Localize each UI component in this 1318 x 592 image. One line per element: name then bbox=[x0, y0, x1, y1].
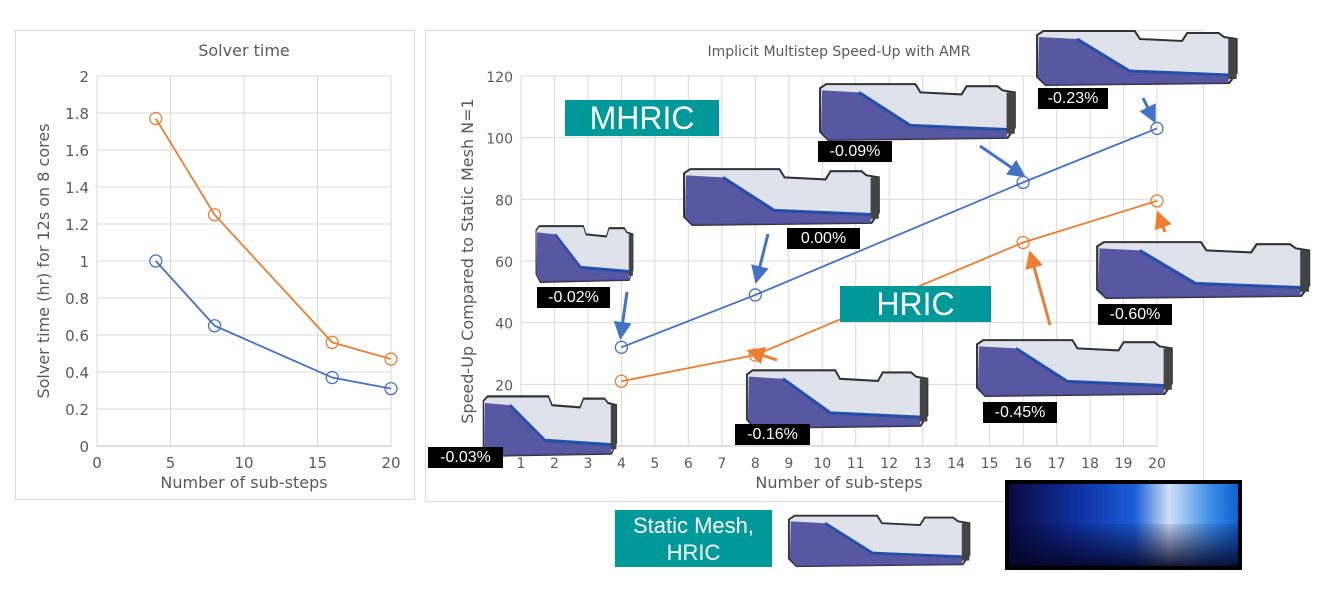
x-tick-label: 3 bbox=[583, 456, 592, 472]
y-tick-label: 20 bbox=[495, 378, 513, 394]
static-mesh-label-line2: HRIC bbox=[666, 540, 721, 565]
x-tick-label: 15 bbox=[308, 454, 327, 472]
data-point bbox=[1016, 235, 1030, 250]
error-label: -0.02% bbox=[537, 287, 610, 308]
y-tick-label: 1.2 bbox=[65, 216, 89, 234]
y-tick-label: 0 bbox=[79, 438, 89, 456]
data-point bbox=[207, 319, 222, 333]
y-tick-label: 0.4 bbox=[65, 364, 89, 382]
x-tick-label: 2 bbox=[550, 456, 559, 472]
error-label: -0.23% bbox=[1038, 88, 1108, 109]
tank-outline bbox=[787, 514, 971, 568]
y-tick-label: 1.4 bbox=[65, 179, 89, 197]
x-tick-label: 10 bbox=[813, 456, 831, 472]
x-tick-label: 14 bbox=[947, 456, 965, 472]
x-tick-label: 20 bbox=[1148, 456, 1166, 472]
solver-time-chart: 00.20.40.60.811.21.41.61.820 5 10 15 20Numbe… bbox=[34, 41, 401, 492]
x-tick-label: 10 bbox=[234, 454, 253, 472]
tank-wall bbox=[1228, 39, 1237, 79]
chart-title: Implicit Multistep Speed-Up with AMR bbox=[708, 44, 971, 60]
y-tick-label: 2 bbox=[79, 68, 89, 86]
error-label: 0.00% bbox=[787, 228, 860, 249]
data-point bbox=[384, 352, 398, 366]
y-axis-label: Solver time (hr) for 12s on 8 cores bbox=[34, 123, 53, 398]
data-point bbox=[748, 288, 762, 302]
x-tick-label: 5 bbox=[650, 456, 659, 472]
data-point bbox=[384, 381, 398, 396]
data-point bbox=[207, 208, 222, 222]
hric-label: HRIC bbox=[840, 286, 991, 322]
series-line bbox=[155, 118, 392, 360]
y-tick-label: 0.2 bbox=[65, 401, 89, 419]
y-tick-label: 0.6 bbox=[65, 327, 89, 345]
x-tick-label: 18 bbox=[1081, 456, 1099, 472]
x-tick-label: 13 bbox=[914, 456, 932, 472]
error-label: -0.60% bbox=[1098, 304, 1172, 325]
data-point bbox=[149, 111, 163, 126]
x-tick-label: 4 bbox=[617, 456, 626, 472]
x-axis-label: Number of sub-steps bbox=[755, 473, 922, 492]
error-label: -0.45% bbox=[983, 402, 1057, 423]
x-tick-label: 7 bbox=[717, 456, 726, 472]
mhric-label: MHRIC bbox=[565, 100, 719, 136]
x-axis-label: Number of sub-steps bbox=[160, 473, 327, 492]
x-tick-label: 17 bbox=[1048, 456, 1066, 472]
y-tick-label: 0.8 bbox=[65, 290, 89, 308]
x-tick-label: 6 bbox=[684, 456, 693, 472]
x-tick-label: 8 bbox=[751, 456, 760, 472]
photo-dark-fluid bbox=[1009, 524, 1238, 566]
data-point bbox=[325, 335, 339, 350]
x-tick-label: 5 bbox=[166, 454, 176, 472]
tank-wall bbox=[1300, 250, 1310, 292]
x-tick-label: 16 bbox=[1014, 456, 1032, 472]
y-tick-label: 80 bbox=[495, 193, 513, 209]
series-line bbox=[621, 127, 1158, 349]
static-mesh-label: Static Mesh, HRIC bbox=[615, 510, 772, 567]
data-point bbox=[1150, 194, 1164, 208]
data-point bbox=[614, 340, 629, 354]
series-line bbox=[155, 260, 392, 390]
static-mesh-label-line1: Static Mesh, bbox=[632, 513, 755, 538]
fluid-region bbox=[789, 521, 963, 567]
y-tick-label: 100 bbox=[486, 132, 513, 148]
x-tick-label: 15 bbox=[981, 456, 999, 472]
solver-time-chart-panel: 0 0.2 0.4 0.6 0.8 1 1.2 1.4 1.6 1.8 2 0 5 10 15 20 Numbe… bbox=[15, 30, 415, 500]
experiment-photo bbox=[1005, 480, 1242, 570]
y-tick-label: 120 bbox=[486, 70, 513, 86]
y-tick-label: 40 bbox=[495, 317, 513, 333]
x-tick-label: 1 bbox=[517, 456, 526, 472]
x-tick-label: 19 bbox=[1115, 456, 1133, 472]
free-surface bbox=[824, 522, 963, 559]
data-point bbox=[614, 374, 629, 388]
data-point bbox=[149, 254, 163, 268]
y-tick-label: 60 bbox=[495, 255, 513, 271]
data-point bbox=[1150, 121, 1164, 136]
y-tick-label: 1.6 bbox=[65, 142, 89, 160]
tank-simulation-image bbox=[787, 514, 971, 568]
y-tick-label: 1 bbox=[79, 253, 89, 271]
y-tick-label: 1.8 bbox=[65, 105, 89, 123]
data-point bbox=[325, 370, 339, 385]
tank-wall bbox=[961, 523, 970, 561]
error-label: -0.03% bbox=[428, 447, 503, 468]
x-tick-label: 9 bbox=[784, 456, 793, 472]
error-label: -0.16% bbox=[735, 424, 810, 445]
error-label: -0.09% bbox=[818, 141, 892, 162]
x-tick-label: 0 bbox=[92, 454, 102, 472]
x-tick-label: 11 bbox=[847, 456, 865, 472]
x-tick-label: 20 bbox=[381, 454, 400, 472]
y-axis-label: Speed-Up Compared to Static Mesh N=1 bbox=[458, 98, 477, 423]
chart-title: Solver time bbox=[198, 41, 290, 60]
x-tick-label: 12 bbox=[880, 456, 898, 472]
